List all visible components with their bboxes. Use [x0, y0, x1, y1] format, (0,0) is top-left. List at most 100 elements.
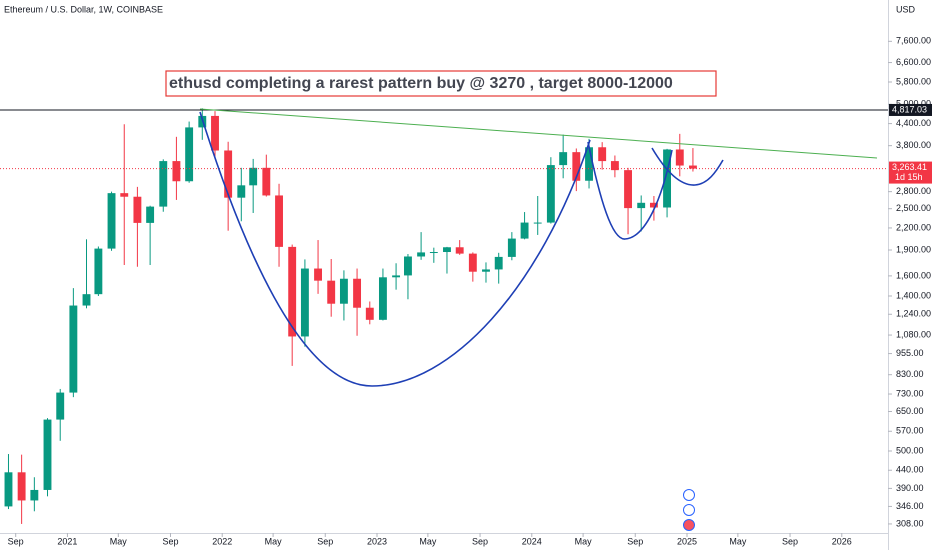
y-tick-label: 5,000.00 [896, 99, 931, 109]
candle-body [598, 147, 607, 162]
candle-body [637, 202, 646, 209]
candle-body [211, 115, 219, 151]
x-tick-label: 2023 [367, 536, 387, 546]
inner-cup-curve [587, 141, 673, 240]
candle-body [172, 161, 181, 182]
y-tick-label: 2,200.00 [896, 222, 931, 232]
x-tick-label: Sep [162, 536, 178, 546]
candle-body [120, 193, 129, 197]
y-tick-label: 346.00 [896, 501, 924, 511]
candle-body [185, 127, 194, 182]
candle-body [624, 170, 632, 209]
candle-body [688, 165, 697, 169]
currency-label: USD [896, 4, 916, 14]
cup-curve [199, 111, 591, 387]
flag-icon[interactable] [683, 519, 695, 531]
y-tick-label: 650.00 [896, 406, 924, 416]
high-label-box [889, 103, 932, 116]
y-tick-label: 440.00 [896, 465, 924, 475]
y-tick-label: 4,400.00 [896, 118, 931, 128]
add-icon[interactable] [683, 489, 695, 501]
y-tick-label: 308.00 [896, 518, 924, 528]
candle-body [610, 161, 619, 171]
x-tick-label: May [729, 536, 747, 546]
candle-body [443, 247, 451, 253]
flash-icon[interactable] [683, 504, 695, 516]
candle-body [107, 193, 116, 249]
trend-line [199, 108, 878, 159]
y-tick-label: 1,240.00 [896, 309, 931, 319]
annotation-box [165, 70, 717, 97]
x-tick-label: 2022 [212, 536, 232, 546]
candle-body [30, 489, 39, 501]
y-tick-label: 1,600.00 [896, 270, 931, 280]
candle-body [69, 305, 78, 393]
candle-body [288, 246, 297, 337]
x-tick-label: May [265, 536, 283, 546]
last-price-box [889, 161, 932, 184]
candle-body [275, 195, 283, 247]
candle-body [533, 222, 542, 224]
candle-body [585, 147, 593, 181]
handle-curve [651, 147, 724, 186]
candle-body [429, 252, 438, 254]
y-tick-label: 1,400.00 [896, 290, 931, 300]
candle-body [133, 196, 142, 223]
candle-body [146, 206, 155, 223]
chart-title: Ethereum / U.S. Dollar, 1W, COINBASE [4, 4, 163, 14]
drawings [199, 108, 878, 387]
y-tick-label: 5,800.00 [896, 76, 931, 86]
x-tick-label: Sep [627, 536, 643, 546]
candle-body [224, 150, 233, 198]
y-tick-label: 830.00 [896, 369, 924, 379]
candle-body [327, 280, 336, 304]
y-tick-label: 730.00 [896, 388, 924, 398]
candle-body [159, 161, 168, 207]
candle-body [507, 238, 516, 257]
candle-body [649, 202, 658, 208]
last-price-label: 3,263.41 [892, 162, 927, 172]
annotation-text: ethusd completing a rarest pattern buy @… [169, 75, 673, 92]
candle-body [468, 253, 477, 272]
x-tick-label: Sep [8, 536, 24, 546]
axes: 7,600.00 6,600.00 5,800.00 5,000.00 4,400.00… [8, 36, 932, 546]
candle-body [482, 269, 490, 272]
candle-body [559, 152, 568, 166]
candle-body [675, 149, 684, 166]
candle-body [520, 222, 529, 239]
x-tick-label: Sep [472, 536, 488, 546]
countdown-label: 1d 15h [895, 172, 923, 182]
x-tick-label: May [419, 536, 437, 546]
candle-body [94, 248, 103, 295]
candle-body [43, 419, 52, 490]
candle-body [392, 275, 401, 278]
candle-body [237, 185, 246, 198]
x-tick-label: May [110, 536, 128, 546]
candle-body [404, 256, 412, 276]
x-tick-label: Sep [782, 536, 798, 546]
y-tick-label: 570.00 [896, 426, 924, 436]
candle-body [572, 152, 581, 181]
candle-body [4, 472, 13, 507]
candle-body [17, 472, 26, 501]
x-tick-label: 2021 [57, 536, 77, 546]
x-tick-label: 2024 [522, 536, 542, 546]
y-tick-label: 2,800.00 [896, 186, 931, 196]
candle-body [378, 277, 387, 320]
candle-body [339, 278, 348, 304]
toolbar-icons [683, 489, 695, 531]
candle-body [56, 392, 65, 420]
candle-body [546, 165, 555, 223]
candle-body [314, 268, 322, 281]
plot-area [0, 108, 888, 524]
candle-body [249, 167, 258, 186]
y-tick-label: 1,900.00 [896, 244, 931, 254]
y-tick-label: 500.00 [896, 445, 924, 455]
candle-body [455, 247, 464, 254]
x-tick-label: 2025 [677, 536, 697, 546]
y-tick-label: 3,800.00 [896, 140, 931, 150]
y-tick-label: 1,080.00 [896, 329, 931, 339]
candle-body [365, 307, 374, 320]
candle-body [300, 268, 309, 337]
